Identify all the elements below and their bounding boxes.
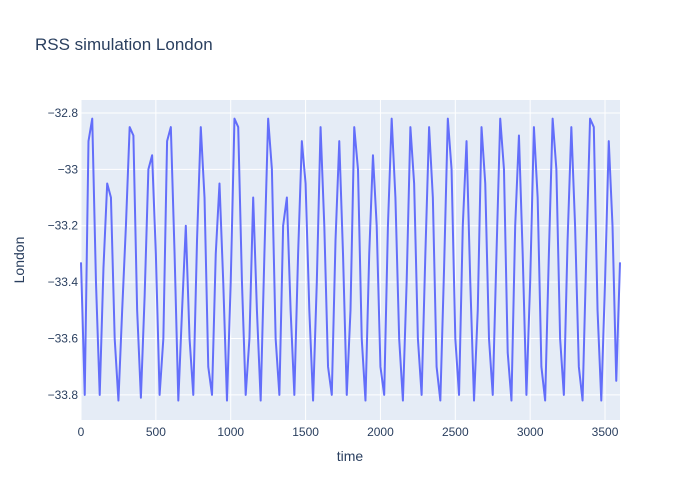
marks bbox=[80, 117, 621, 402]
x-tick-label: 2000 bbox=[367, 425, 394, 439]
y-tick-label: −33.8 bbox=[48, 388, 79, 402]
y-axis-title: London bbox=[11, 237, 27, 284]
x-tick-label: 3500 bbox=[592, 425, 619, 439]
y-tick-label: −33.4 bbox=[48, 275, 79, 289]
x-tick-label: 1500 bbox=[292, 425, 319, 439]
y-tick-label: −32.8 bbox=[48, 106, 79, 120]
x-tick-label: 1000 bbox=[217, 425, 244, 439]
y-tick-label: −33.2 bbox=[48, 219, 79, 233]
chart-title: RSS simulation London bbox=[35, 35, 213, 54]
x-tick-label: 500 bbox=[146, 425, 166, 439]
x-axis-title: time bbox=[337, 448, 364, 464]
y-tick-label: −33.6 bbox=[48, 332, 79, 346]
series-line bbox=[80, 117, 621, 402]
y-tick-label: −33 bbox=[58, 162, 79, 176]
x-tick-label: 0 bbox=[78, 425, 85, 439]
x-tick-label: 2500 bbox=[442, 425, 469, 439]
x-tick-label: 3000 bbox=[517, 425, 544, 439]
